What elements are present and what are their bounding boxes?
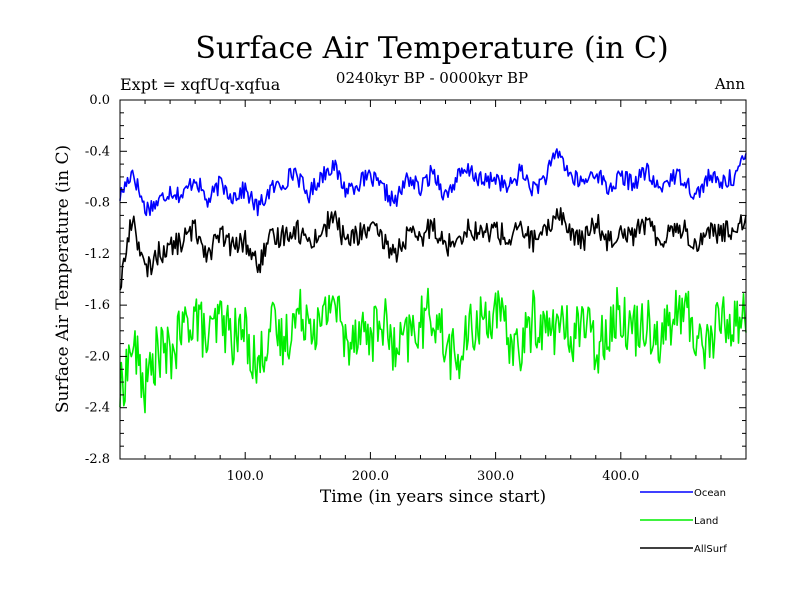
plot-lines: [119, 148, 747, 414]
legend-label-ocean: Ocean: [694, 488, 726, 499]
x-tick-label: 300.0: [477, 469, 514, 484]
axis-ticks: [120, 99, 746, 460]
legend-label-allsurf: AllSurf: [694, 544, 727, 555]
x-tick-label: 400.0: [602, 469, 639, 484]
x-axis-label: Time (in years since start): [320, 487, 546, 507]
season-label: Ann: [714, 75, 745, 93]
series-line-land: [119, 286, 747, 414]
y-tick-label: -1.2: [85, 247, 110, 262]
y-tick-label: -0.4: [85, 144, 110, 159]
legend: Ocean Land AllSurf: [640, 488, 727, 555]
x-tick-label: 100.0: [227, 469, 264, 484]
y-tick-label: -2.8: [85, 452, 110, 467]
series-line-ocean: [119, 148, 747, 217]
y-tick-label: -2.4: [85, 401, 110, 416]
chart-subtitle: 0240kyr BP - 0000kyr BP: [336, 69, 528, 87]
y-axis-label: Surface Air Temperature (in C): [53, 145, 73, 413]
axis-tick-labels: 0.0 -0.4 -0.8 -1.2 -1.6 -2.0 -2.4 -2.8 100.0 200.…: [85, 93, 639, 484]
y-tick-label: -2.0: [85, 349, 110, 364]
x-tick-label: 200.0: [352, 469, 389, 484]
y-tick-label: -1.6: [85, 298, 110, 313]
y-tick-label: -0.8: [85, 196, 110, 211]
y-tick-label: 0.0: [89, 93, 110, 108]
legend-label-land: Land: [694, 516, 718, 527]
experiment-label: Expt = xqfUq-xqfua: [120, 75, 281, 94]
chart-title: Surface Air Temperature (in C): [195, 31, 668, 66]
series-line-allsurf: [119, 207, 747, 291]
